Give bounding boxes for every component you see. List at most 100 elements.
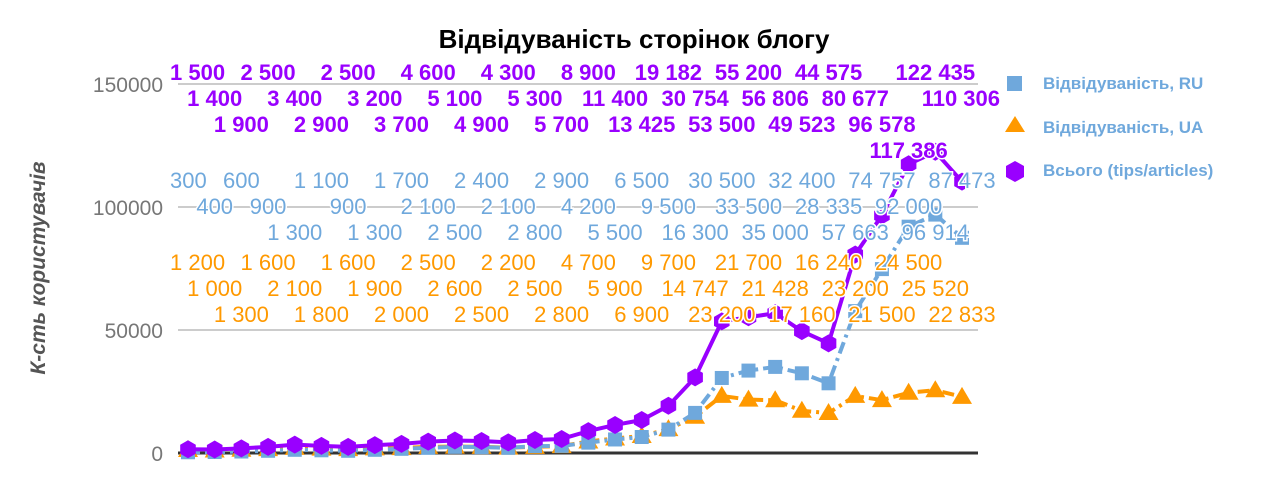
point-total: [580, 422, 597, 441]
data-label-ru: 2 100: [401, 194, 456, 219]
y-tick-label: 100000: [93, 197, 163, 220]
point-ru: [901, 219, 916, 234]
data-label-ru: 4 200: [561, 194, 616, 219]
point-total: [180, 440, 196, 459]
data-label-ru: 28 335: [795, 194, 862, 219]
data-label-total: 1 500: [170, 60, 225, 85]
data-label-ua: 2 500: [401, 250, 456, 275]
data-label-ua: 1 800: [294, 302, 349, 327]
y-tick-label: 150000: [93, 74, 163, 97]
data-label-ua: 1 300: [214, 302, 269, 327]
legend-label-total: Всього (tips/articles): [1043, 161, 1213, 180]
data-label-ua: 1 000: [187, 276, 242, 301]
data-label-ua: 16 240: [795, 250, 862, 275]
point-total: [393, 434, 410, 453]
chart-title: Відвідуваність сторінок блогу: [439, 24, 830, 54]
gridlines: [178, 83, 978, 455]
data-label-total: 5 100: [427, 86, 482, 111]
y-axis-label: К-сть користувачів: [27, 161, 50, 375]
data-label-ua: 21 428: [742, 276, 809, 301]
point-total: [874, 206, 890, 225]
data-label-ru: 2 900: [534, 168, 589, 193]
data-label-ru: 2 400: [454, 168, 509, 193]
data-label-ua: 2 800: [534, 302, 589, 327]
data-label-ua: 2 200: [481, 250, 536, 275]
point-total: [660, 396, 677, 415]
legend-item-ru[interactable]: Відвідуваність, RU: [1007, 74, 1203, 93]
data-label-ru: 16 300: [661, 220, 728, 245]
point-ua: [711, 385, 732, 403]
data-label-ru: 74 757: [848, 168, 915, 193]
point-total: [260, 437, 276, 456]
data-label-total: 96 578: [848, 112, 915, 137]
data-label-ua: 2 100: [267, 276, 322, 301]
point-total: [847, 245, 864, 264]
data-label-ua: 5 900: [588, 276, 643, 301]
data-label-ru: 600: [223, 168, 260, 193]
data-label-ua: 21 500: [848, 302, 915, 327]
point-ru: [608, 432, 623, 447]
data-label-ru: 35 000: [742, 220, 809, 245]
point-total: [420, 432, 437, 451]
data-label-ua: 2 500: [454, 302, 509, 327]
point-total: [927, 142, 944, 161]
point-ua: [818, 403, 839, 421]
y-tick-label: 0: [151, 443, 163, 466]
point-total: [206, 440, 223, 459]
data-label-total: 2 500: [241, 60, 296, 85]
point-total: [313, 436, 330, 455]
data-label-ru: 1 300: [347, 220, 402, 245]
data-label-ru: 96 914: [902, 220, 969, 245]
data-label-total: 4 900: [454, 112, 509, 137]
point-ua: [925, 380, 946, 398]
data-label-ru: 33 500: [715, 194, 782, 219]
data-label-ua: 6 900: [614, 302, 669, 327]
point-total: [954, 172, 970, 191]
point-total: [633, 410, 650, 429]
y-axis-ticks: 0 50000 100000 150000: [93, 74, 163, 466]
data-label-ua: 14 747: [661, 276, 728, 301]
point-total: [607, 415, 623, 434]
point-total: [500, 433, 517, 452]
data-label-ru: 1 100: [294, 168, 349, 193]
square-marker-icon: [1007, 76, 1022, 91]
data-label-total: 4 300: [481, 60, 536, 85]
data-label-total: 80 677: [822, 86, 889, 111]
point-ru: [634, 430, 649, 445]
point-ua: [765, 390, 786, 408]
point-ru: [874, 262, 889, 277]
point-ru: [581, 435, 596, 450]
point-total: [687, 368, 703, 387]
data-label-ru: 6 500: [614, 168, 669, 193]
data-label-total: 110 306: [922, 86, 1000, 111]
data-label-total: 1 400: [187, 86, 242, 111]
triangle-marker-icon: [1005, 116, 1025, 132]
data-label-ua: 1 600: [241, 250, 296, 275]
data-label-ua: 1 600: [321, 250, 376, 275]
legend-item-ua[interactable]: Відвідуваність, UA: [1005, 116, 1203, 137]
point-ua: [871, 390, 892, 408]
data-label-ua: 21 700: [715, 250, 782, 275]
data-label-total: 44 575: [795, 60, 862, 85]
point-total: [900, 155, 917, 174]
data-label-ua: 2 600: [427, 276, 482, 301]
y-tick-label: 50000: [105, 320, 163, 343]
data-label-total: 8 900: [561, 60, 616, 85]
data-label-total: 5 300: [507, 86, 562, 111]
point-ru: [688, 405, 703, 420]
data-label-total: 4 600: [401, 60, 456, 85]
legend-item-total[interactable]: Всього (tips/articles): [1006, 161, 1213, 182]
data-label-ru: 300: [170, 168, 207, 193]
data-label-total: 19 182: [635, 60, 702, 85]
point-ua: [738, 389, 759, 407]
data-label-total: 3 700: [374, 112, 429, 137]
data-label-ru: 57 663: [822, 220, 889, 245]
point-total: [233, 439, 250, 458]
data-label-ua: 9 700: [641, 250, 696, 275]
point-total: [527, 430, 543, 449]
point-total: [713, 312, 730, 331]
legend: Відвідуваність, RU Відвідуваність, UA Вс…: [1005, 74, 1213, 182]
data-label-total: 3 200: [347, 86, 402, 111]
